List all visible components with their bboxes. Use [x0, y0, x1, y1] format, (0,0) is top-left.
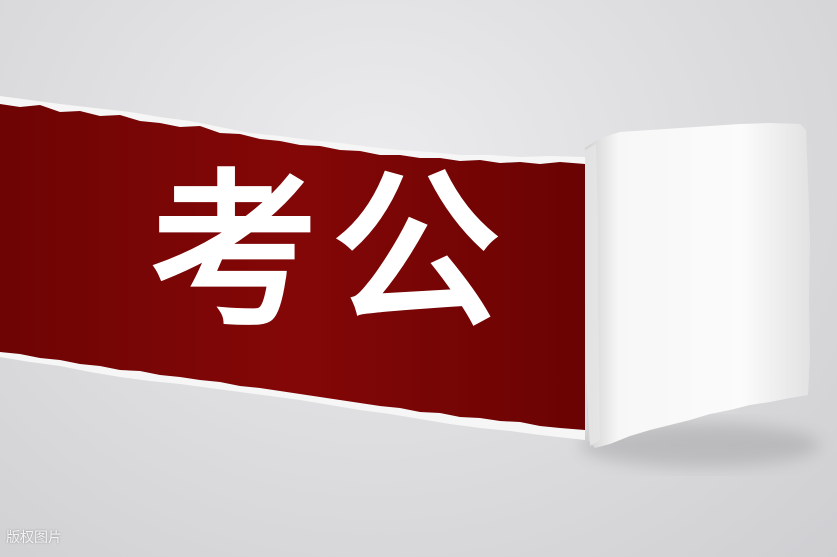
paper-curl-inner-edge — [585, 144, 600, 446]
torn-reveal-strip — [0, 104, 585, 430]
curl-shadow — [580, 423, 820, 467]
watermark-text: 版权图片 — [6, 530, 62, 546]
headline-text: 考公 — [150, 154, 514, 350]
paper-curl — [585, 123, 810, 448]
torn-edge-top — [0, 96, 585, 168]
